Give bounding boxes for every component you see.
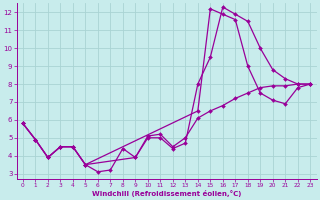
X-axis label: Windchill (Refroidissement éolien,°C): Windchill (Refroidissement éolien,°C) [92, 190, 241, 197]
